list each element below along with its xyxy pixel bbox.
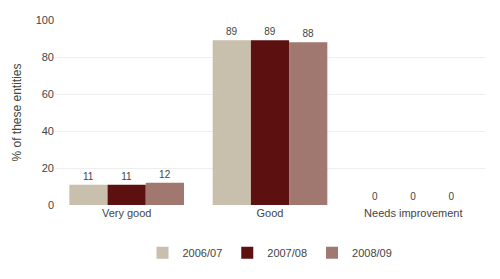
svg-text:11: 11 [121, 171, 132, 182]
svg-text:40: 40 [42, 125, 54, 137]
svg-text:0: 0 [372, 191, 378, 202]
svg-text:80: 80 [42, 51, 54, 63]
svg-text:88: 88 [302, 28, 314, 39]
svg-text:0: 0 [410, 191, 416, 202]
svg-text:Good: Good [257, 207, 284, 219]
svg-text:Needs improvement: Needs improvement [364, 207, 462, 219]
svg-text:89: 89 [264, 26, 276, 37]
svg-text:0: 0 [48, 199, 54, 211]
svg-text:Very good: Very good [102, 207, 152, 219]
svg-text:11: 11 [83, 171, 94, 182]
svg-text:100: 100 [36, 14, 54, 26]
svg-text:2008/09: 2008/09 [352, 247, 392, 259]
svg-text:2006/07: 2006/07 [183, 247, 223, 259]
svg-text:12: 12 [159, 169, 171, 180]
svg-text:% of these entities: % of these entities [10, 63, 24, 161]
svg-text:60: 60 [42, 88, 54, 100]
svg-text:20: 20 [42, 162, 54, 174]
svg-text:2007/08: 2007/08 [267, 247, 307, 259]
svg-text:89: 89 [226, 26, 238, 37]
svg-text:0: 0 [449, 191, 455, 202]
